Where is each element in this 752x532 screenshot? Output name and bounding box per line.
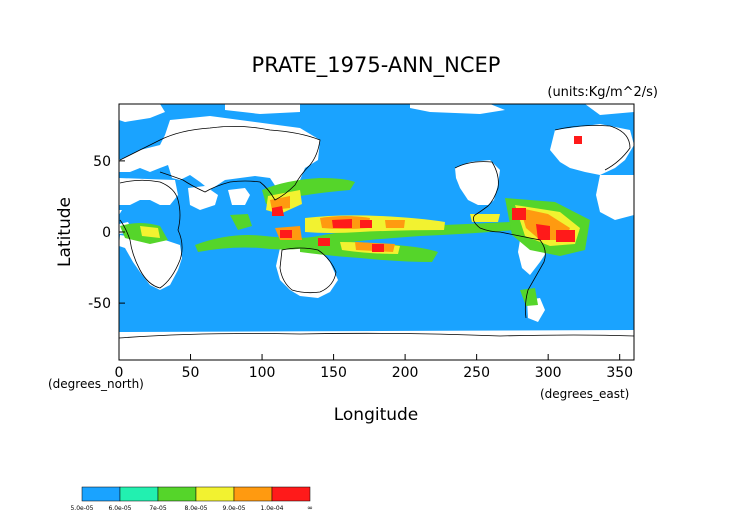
y-axis-label: Latitude bbox=[55, 197, 75, 267]
x-tick-label: 0 bbox=[115, 365, 124, 381]
map-plot-area bbox=[119, 104, 634, 360]
y-axis-unit-note: (degrees_north) bbox=[48, 377, 144, 391]
colorbar-end-label: ∞ bbox=[307, 504, 313, 512]
x-tick-label: 300 bbox=[535, 365, 562, 381]
colorbar-swatch bbox=[233, 486, 273, 502]
colorbar: 5.0e-05 6.0e-05 7e-05 8.0e-05 9.0e-05 1.0e-04… bbox=[70, 486, 313, 512]
units-label: (units:Kg/m^2/s) bbox=[547, 85, 658, 100]
y-tick-label: 50 bbox=[93, 154, 111, 170]
x-axis-ticks: 0 50 100 150 200 250 300 350 bbox=[115, 354, 633, 381]
x-tick-label: 50 bbox=[182, 365, 200, 381]
colorbar-swatch bbox=[157, 486, 197, 502]
colorbar-tick-label: 8.0e-05 bbox=[184, 505, 207, 512]
missing-data-regions bbox=[119, 104, 634, 360]
colorbar-swatch bbox=[81, 486, 121, 502]
y-tick-label: -50 bbox=[88, 296, 111, 312]
x-tick-label: 350 bbox=[606, 365, 633, 381]
colorbar-tick-label: 1.0e-04 bbox=[260, 505, 283, 512]
colorbar-tick-label: 6.0e-05 bbox=[108, 505, 131, 512]
precipitation-contours bbox=[120, 136, 590, 306]
map-title: PRATE_1975-ANN_NCEP bbox=[252, 53, 501, 78]
colorbar-tick-label: 7e-05 bbox=[149, 505, 166, 512]
colorbar-tick-label: 9.0e-05 bbox=[222, 505, 245, 512]
x-tick-label: 100 bbox=[249, 365, 276, 381]
y-axis-ticks: 50 0 -50 bbox=[88, 154, 125, 312]
x-tick-label: 200 bbox=[392, 365, 419, 381]
x-tick-label: 150 bbox=[320, 365, 347, 381]
x-axis-unit-note: (degrees_east) bbox=[540, 387, 629, 401]
colorbar-swatch bbox=[195, 486, 235, 502]
x-axis-label: Longitude bbox=[334, 405, 419, 425]
colorbar-tick-label: 5.0e-05 bbox=[70, 505, 93, 512]
colorbar-swatch bbox=[271, 486, 311, 502]
y-tick-label: 0 bbox=[102, 225, 111, 241]
x-tick-label: 250 bbox=[463, 365, 490, 381]
coastlines bbox=[119, 125, 634, 339]
colorbar-swatch bbox=[119, 486, 159, 502]
